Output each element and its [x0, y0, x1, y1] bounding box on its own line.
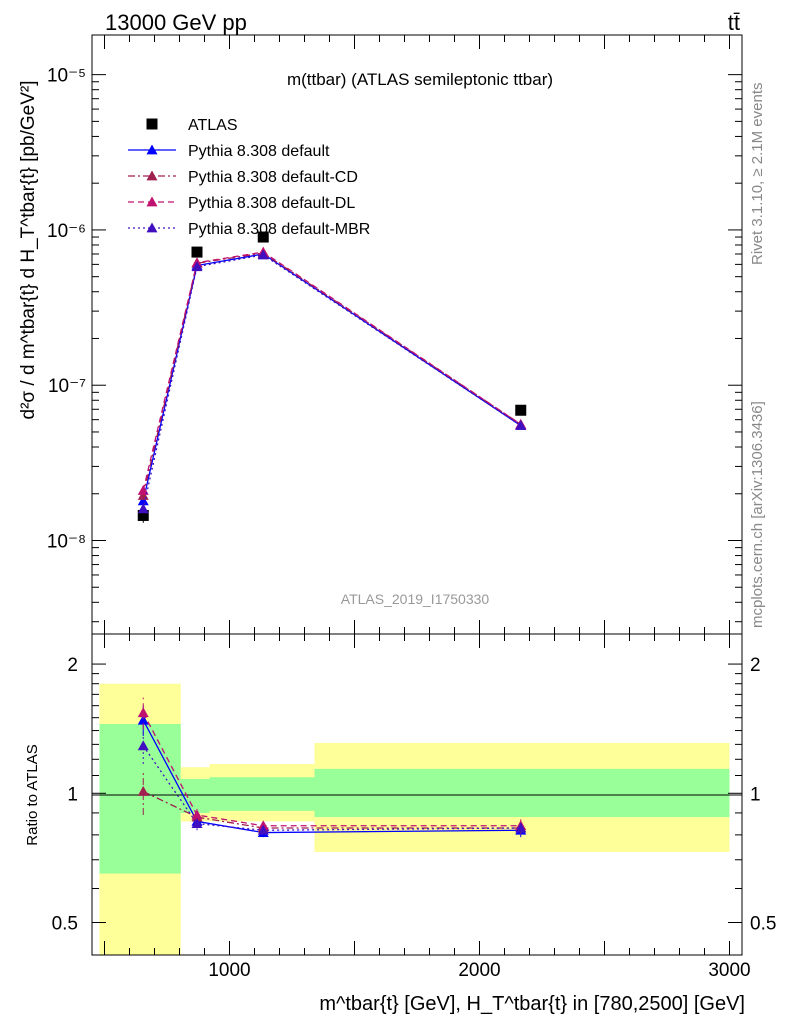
ratio-band-inner	[209, 777, 315, 811]
main-y-tick-label: 10⁻⁶	[47, 221, 86, 242]
ratio-ticks: 0.5 0.5 1 1 2 2 1000 2000 3000	[52, 634, 776, 981]
series-marker-1	[137, 495, 149, 506]
ratio-series-marker-2	[137, 707, 149, 718]
ratio-series-marker-3	[257, 824, 269, 835]
rivet-version-label: Rivet 3.1.10, ≥ 2.1M events	[749, 83, 766, 266]
main-marks	[137, 231, 527, 523]
main-y-axis-label: d²σ / d m^tbar{t} d H_T^tbar{t} [pb/GeV²…	[18, 81, 39, 420]
ratio-y-tick-label: 2	[67, 655, 78, 676]
ratio-plot-frame	[91, 633, 743, 956]
ratio-panel: 0.5 0.5 1 1 2 2 1000 2000 3000 Ratio to ATLAS m^…	[24, 633, 776, 1015]
series-marker-4	[137, 503, 149, 514]
legend-marker-2	[146, 170, 158, 181]
watermark-analysis-id: ATLAS_2019_I1750330	[341, 591, 490, 607]
data-point-atlas	[137, 509, 149, 521]
main-y-tick-label: 10⁻⁸	[47, 532, 86, 553]
legend-label-0: ATLAS	[188, 117, 238, 134]
ratio-series-marker-3	[137, 740, 149, 751]
data-point-atlas	[257, 231, 269, 243]
series-marker-4	[515, 420, 527, 430]
legend: ATLAS Pythia 8.308 default Pythia 8.308 de…	[128, 117, 370, 238]
series-marker-3	[137, 484, 149, 495]
series-marker-4	[257, 249, 269, 260]
process-label: tt̄	[728, 10, 740, 35]
x-axis-label: m^tbar{t} [GeV], H_T^tbar{t} in [780,250…	[319, 993, 745, 1015]
ratio-series-marker-2	[191, 809, 203, 820]
series-line-4	[142, 254, 522, 509]
ratio-y-tick-label: 1	[67, 784, 78, 805]
legend-marker-1	[146, 144, 158, 155]
main-ticks: 10⁻⁸ 10⁻⁷ 10⁻⁶ 10⁻⁵	[47, 35, 742, 634]
ratio-y-axis-label: Ratio to ATLAS	[24, 744, 41, 845]
legend-marker-4	[146, 222, 158, 233]
series-line-1	[142, 253, 522, 502]
ratio-series-line-2	[142, 712, 521, 827]
ratio-y-tick-label-right: 2	[750, 655, 761, 676]
series-marker-4	[191, 261, 203, 272]
ratio-series-marker-1	[137, 785, 149, 796]
main-y-tick-label: 10⁻⁵	[47, 66, 86, 87]
x-tick-label: 1000	[208, 960, 250, 981]
x-tick-label: 2000	[458, 960, 500, 981]
ratio-series-marker-0	[137, 714, 149, 725]
legend-marker-3	[146, 196, 158, 207]
series-line-3	[142, 251, 522, 491]
ratio-band-inner	[314, 768, 730, 818]
mcplots-label: mcplots.cern.ch [arXiv:1306.3436]	[749, 401, 766, 628]
ratio-y-tick-label-right: 1	[750, 784, 761, 805]
main-plot-title: m(ttbar) (ATLAS semileptonic ttbar)	[287, 70, 553, 89]
legend-label-2: Pythia 8.308 default-CD	[188, 169, 358, 186]
legend-label-4: Pythia 8.308 default-MBR	[188, 221, 370, 238]
data-point-atlas	[191, 246, 203, 258]
legend-label-3: Pythia 8.308 default-DL	[188, 195, 355, 212]
ratio-series-line-1	[142, 790, 521, 829]
ratio-series-marker-3	[515, 822, 527, 833]
data-point-atlas	[515, 404, 527, 416]
ratio-y-tick-label: 0.5	[52, 913, 78, 934]
main-panel: 10⁻⁸ 10⁻⁷ 10⁻⁶ 10⁻⁵ m(ttbar) (ATLAS semilep…	[18, 34, 743, 635]
x-tick-label: 3000	[708, 960, 750, 981]
main-y-tick-label: 10⁻⁷	[48, 376, 86, 397]
series-line-2	[142, 252, 522, 496]
legend-marker-atlas	[146, 118, 158, 130]
ratio-series-line-0	[142, 719, 521, 834]
legend-label-1: Pythia 8.308 default	[188, 143, 330, 160]
ratio-series-marker-3	[191, 818, 203, 828]
ratio-marks	[137, 697, 527, 838]
collision-energy-label: 13000 GeV pp	[105, 10, 247, 35]
ratio-y-tick-label-right: 0.5	[750, 913, 776, 934]
ratio-band-inner	[180, 778, 210, 813]
